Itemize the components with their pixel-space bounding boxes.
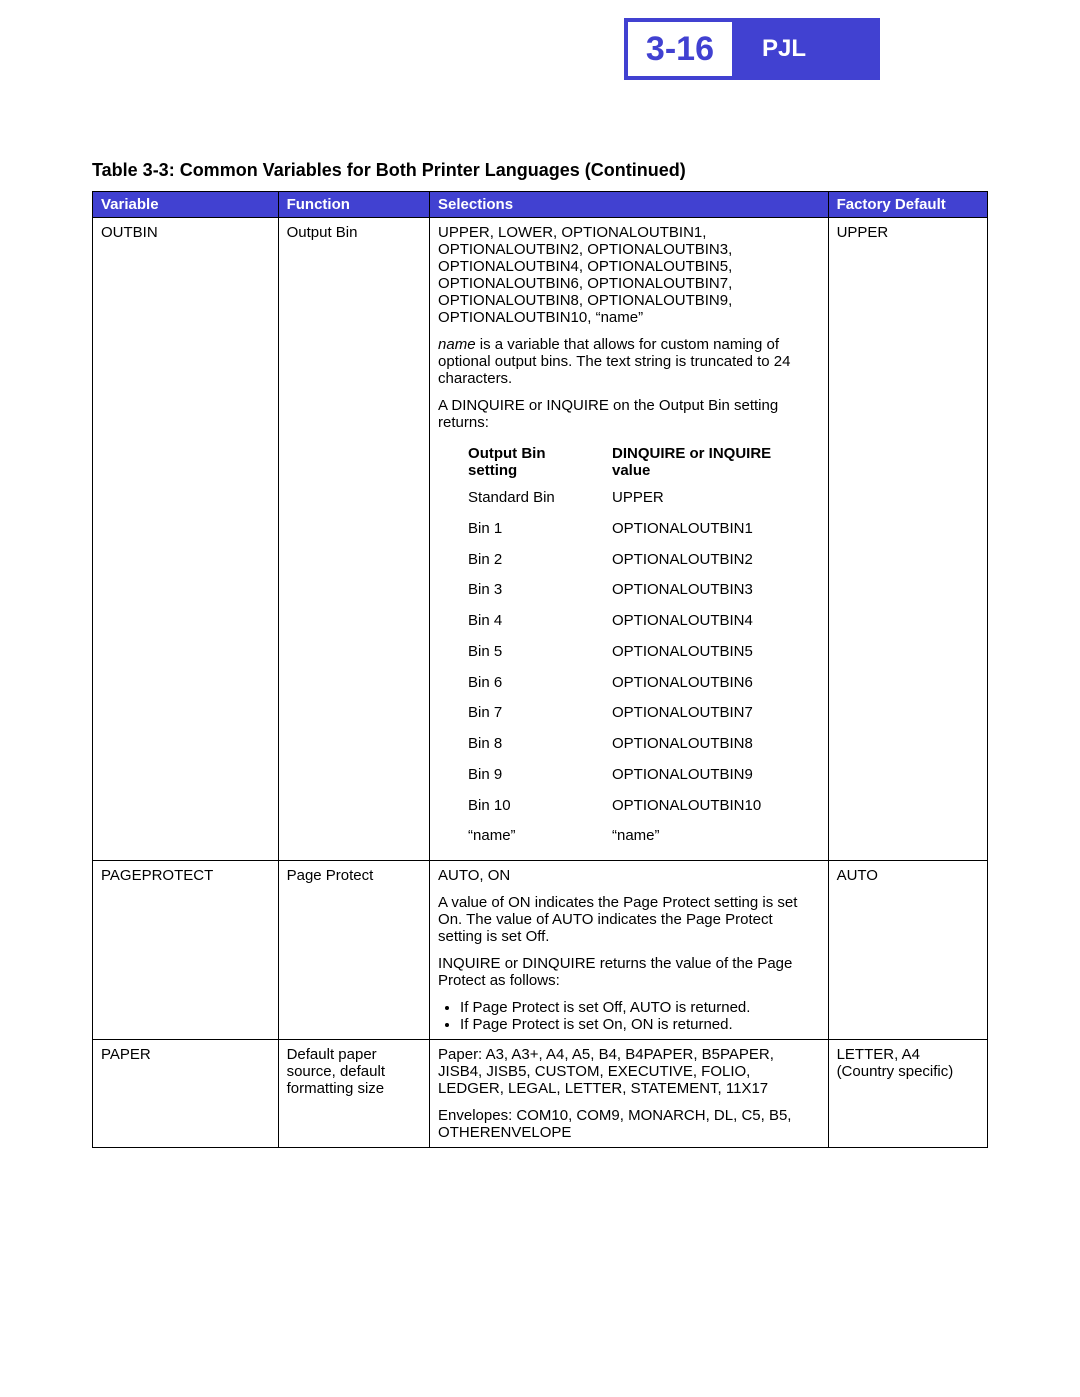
inner-row: “name”“name” bbox=[460, 821, 820, 852]
table-row: PAGEPROTECT Page Protect AUTO, ON A valu… bbox=[93, 861, 988, 1040]
paper-envelopes: Envelopes: COM10, COM9, MONARCH, DL, C5,… bbox=[438, 1107, 820, 1141]
table-row: OUTBIN Output Bin UPPER, LOWER, OPTIONAL… bbox=[93, 218, 988, 861]
inner-row: Bin 8OPTIONALOUTBIN8 bbox=[460, 729, 820, 760]
inner-row: Bin 2OPTIONALOUTBIN2 bbox=[460, 545, 820, 576]
cell-selections: UPPER, LOWER, OPTIONALOUTBIN1, OPTIONALO… bbox=[430, 218, 829, 861]
outbin-options: UPPER, LOWER, OPTIONALOUTBIN1, OPTIONALO… bbox=[438, 224, 820, 326]
cell-variable: PAGEPROTECT bbox=[93, 861, 279, 1040]
inner-cell-right: OPTIONALOUTBIN2 bbox=[604, 545, 820, 576]
cell-variable: PAPER bbox=[93, 1040, 279, 1148]
col-function: Function bbox=[278, 192, 429, 218]
inner-cell-right: OPTIONALOUTBIN5 bbox=[604, 637, 820, 668]
pp-bullet-2: If Page Protect is set On, ON is returne… bbox=[460, 1016, 820, 1033]
inner-cell-left: Bin 6 bbox=[460, 668, 604, 699]
inner-cell-right: OPTIONALOUTBIN10 bbox=[604, 791, 820, 822]
inner-row: Bin 3OPTIONALOUTBIN3 bbox=[460, 575, 820, 606]
cell-function: Default paper source, default formatting… bbox=[278, 1040, 429, 1148]
page-number: 3-16 bbox=[628, 22, 732, 76]
inner-cell-right: “name” bbox=[604, 821, 820, 852]
inner-row: Bin 9OPTIONALOUTBIN9 bbox=[460, 760, 820, 791]
inner-row: Bin 1OPTIONALOUTBIN1 bbox=[460, 514, 820, 545]
col-variable: Variable bbox=[93, 192, 279, 218]
content: Table 3-3: Common Variables for Both Pri… bbox=[0, 80, 1080, 1188]
inner-cell-right: OPTIONALOUTBIN6 bbox=[604, 668, 820, 699]
outbin-name-note: name is a variable that allows for custo… bbox=[438, 336, 820, 387]
inner-cell-right: UPPER bbox=[604, 483, 820, 514]
pp-options: AUTO, ON bbox=[438, 867, 820, 884]
inner-cell-right: OPTIONALOUTBIN3 bbox=[604, 575, 820, 606]
variables-table: Variable Function Selections Factory Def… bbox=[92, 191, 988, 1148]
cell-default: UPPER bbox=[828, 218, 987, 861]
pp-desc: A value of ON indicates the Page Protect… bbox=[438, 894, 820, 945]
outbin-dinquire-note: A DINQUIRE or INQUIRE on the Output Bin … bbox=[438, 397, 820, 431]
table-header-row: Variable Function Selections Factory Def… bbox=[93, 192, 988, 218]
cell-function: Output Bin bbox=[278, 218, 429, 861]
table-row: PAPER Default paper source, default form… bbox=[93, 1040, 988, 1148]
inner-cell-right: OPTIONALOUTBIN7 bbox=[604, 698, 820, 729]
inner-cell-left: Bin 2 bbox=[460, 545, 604, 576]
inner-cell-left: Bin 8 bbox=[460, 729, 604, 760]
inner-cell-left: Standard Bin bbox=[460, 483, 604, 514]
inner-cell-left: Bin 10 bbox=[460, 791, 604, 822]
cell-default: LETTER, A4 (Country specific) bbox=[828, 1040, 987, 1148]
inner-cell-left: Bin 7 bbox=[460, 698, 604, 729]
inner-cell-right: OPTIONALOUTBIN4 bbox=[604, 606, 820, 637]
inner-row: Bin 4OPTIONALOUTBIN4 bbox=[460, 606, 820, 637]
col-default: Factory Default bbox=[828, 192, 987, 218]
name-var: name bbox=[438, 336, 476, 353]
cell-variable: OUTBIN bbox=[93, 218, 279, 861]
inner-cell-right: OPTIONALOUTBIN1 bbox=[604, 514, 820, 545]
col-selections: Selections bbox=[430, 192, 829, 218]
inner-cell-right: OPTIONALOUTBIN8 bbox=[604, 729, 820, 760]
inner-row: Bin 7OPTIONALOUTBIN7 bbox=[460, 698, 820, 729]
inner-row: Standard BinUPPER bbox=[460, 483, 820, 514]
cell-selections: Paper: A3, A3+, A4, A5, B4, B4PAPER, B5P… bbox=[430, 1040, 829, 1148]
cell-default: AUTO bbox=[828, 861, 987, 1040]
pp-bullets: If Page Protect is set Off, AUTO is retu… bbox=[450, 999, 820, 1033]
page-header: 3-16 PJL bbox=[0, 0, 1080, 80]
cell-selections: AUTO, ON A value of ON indicates the Pag… bbox=[430, 861, 829, 1040]
section-label: PJL bbox=[732, 22, 876, 76]
inner-head-left: Output Bin setting bbox=[460, 441, 604, 483]
inner-cell-left: “name” bbox=[460, 821, 604, 852]
inner-row: Bin 10OPTIONALOUTBIN10 bbox=[460, 791, 820, 822]
cell-function: Page Protect bbox=[278, 861, 429, 1040]
inner-row: Bin 6OPTIONALOUTBIN6 bbox=[460, 668, 820, 699]
inner-cell-right: OPTIONALOUTBIN9 bbox=[604, 760, 820, 791]
paper-sizes: Paper: A3, A3+, A4, A5, B4, B4PAPER, B5P… bbox=[438, 1046, 820, 1097]
inner-cell-left: Bin 9 bbox=[460, 760, 604, 791]
inner-row: Bin 5OPTIONALOUTBIN5 bbox=[460, 637, 820, 668]
inner-head-right: DINQUIRE or INQUIRE value bbox=[604, 441, 820, 483]
inner-cell-left: Bin 1 bbox=[460, 514, 604, 545]
inner-cell-left: Bin 4 bbox=[460, 606, 604, 637]
pp-bullet-1: If Page Protect is set Off, AUTO is retu… bbox=[460, 999, 820, 1016]
table-caption: Table 3-3: Common Variables for Both Pri… bbox=[92, 160, 988, 181]
header-box: 3-16 PJL bbox=[624, 18, 880, 80]
inner-cell-left: Bin 3 bbox=[460, 575, 604, 606]
pp-inquire: INQUIRE or DINQUIRE returns the value of… bbox=[438, 955, 820, 989]
inner-cell-left: Bin 5 bbox=[460, 637, 604, 668]
outbin-inner-table: Output Bin setting DINQUIRE or INQUIRE v… bbox=[460, 441, 820, 852]
name-rest: is a variable that allows for custom nam… bbox=[438, 336, 790, 387]
